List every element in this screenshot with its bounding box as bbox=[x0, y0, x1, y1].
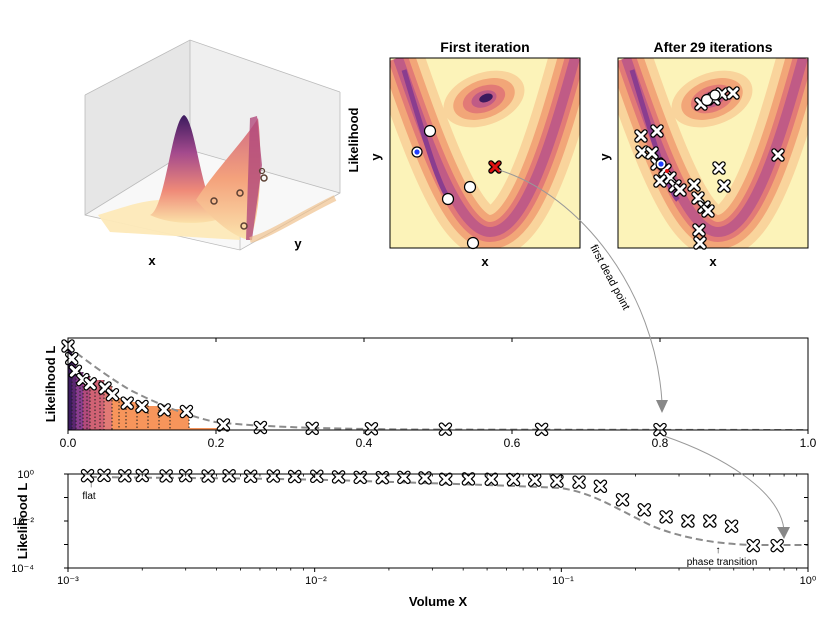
surface-3d-x-label: x bbox=[148, 253, 156, 268]
log-y-tick-label: 10⁻² bbox=[12, 516, 34, 528]
live-point bbox=[423, 124, 437, 138]
dead-point bbox=[538, 425, 546, 433]
surface-3d-right-wall bbox=[190, 40, 340, 193]
dead-point bbox=[619, 496, 627, 504]
log-y-tick-label: 10⁻⁴ bbox=[11, 563, 34, 575]
live-point bbox=[441, 192, 455, 206]
log-y-label: Likelihood L bbox=[15, 483, 30, 560]
dead-point bbox=[464, 475, 472, 483]
dead-point bbox=[121, 472, 129, 480]
dead-point bbox=[728, 522, 736, 530]
live-point bbox=[709, 89, 721, 101]
linear-y-label: Likelihood L bbox=[43, 346, 58, 423]
dead-point bbox=[487, 475, 495, 483]
dead-point bbox=[400, 473, 408, 481]
linear-x-tick-label: 0.2 bbox=[208, 436, 225, 450]
log-dashed-curve bbox=[89, 476, 808, 546]
dead-point bbox=[86, 380, 94, 388]
dead-point bbox=[706, 517, 714, 525]
dead-point bbox=[596, 482, 604, 490]
panel-after-y-label: y bbox=[597, 153, 612, 161]
dead-point bbox=[531, 476, 539, 484]
surface-3d-left-wall bbox=[85, 40, 190, 215]
log-x-tick-label: 10⁻¹ bbox=[552, 575, 574, 587]
log-x-tick-label: 10⁻³ bbox=[57, 575, 79, 587]
dead-point bbox=[225, 472, 233, 480]
dead-point bbox=[510, 476, 518, 484]
log-y-tick-label: 10⁰ bbox=[17, 469, 34, 481]
live-point bbox=[463, 180, 477, 194]
contour-panel-first-iteration: First iteration x y bbox=[368, 39, 581, 269]
log-axis-ticks bbox=[64, 473, 809, 572]
linear-x-ticks: 0.0 0.2 0.4 0.6 0.8 1.0 bbox=[60, 338, 817, 450]
panel-title-after: After 29 iterations bbox=[653, 39, 772, 55]
dead-point bbox=[662, 513, 670, 521]
dead-point bbox=[138, 402, 146, 410]
contour-panel-after-iterations: After 29 iterations bbox=[597, 39, 809, 269]
log-axes-frame bbox=[67, 473, 809, 569]
linear-x-tick-label: 0.8 bbox=[652, 436, 669, 450]
linear-likelihood-plot: 0.0 0.2 0.4 0.6 0.8 1.0 Likelihood L bbox=[43, 337, 817, 450]
dead-point bbox=[421, 474, 429, 482]
linear-x-tick-label: 0.0 bbox=[60, 436, 77, 450]
first-dead-point-marker bbox=[488, 160, 502, 174]
dead-point bbox=[100, 471, 108, 479]
dead-point bbox=[182, 408, 190, 416]
new-point-center bbox=[414, 149, 420, 155]
log-x-label: Volume X bbox=[409, 594, 468, 609]
dead-point bbox=[162, 472, 170, 480]
dead-point bbox=[204, 472, 212, 480]
dead-point bbox=[160, 406, 168, 414]
dead-point bbox=[219, 421, 227, 429]
current-point bbox=[665, 169, 669, 173]
dead-point bbox=[367, 425, 375, 433]
arrow-label-first-dead-point: first dead point bbox=[587, 243, 631, 312]
log-x-tick-label: 10⁻² bbox=[305, 575, 327, 587]
svg-text:↑: ↑ bbox=[716, 545, 721, 556]
dead-point bbox=[68, 355, 76, 363]
log-likelihood-plot: 10⁰ 10⁻² 10⁻⁴ 10⁻³ 10⁻² 10⁻¹ 10⁰ Volume … bbox=[11, 469, 817, 609]
dead-point bbox=[684, 517, 692, 525]
dead-point bbox=[123, 399, 131, 407]
dead-point bbox=[247, 472, 255, 480]
dead-point bbox=[378, 474, 386, 482]
dead-point bbox=[773, 542, 781, 550]
dead-point bbox=[356, 473, 364, 481]
live-point bbox=[466, 236, 480, 250]
svg-text:↑: ↑ bbox=[89, 479, 94, 490]
surface-3d-plot: x y Likelihood bbox=[84, 39, 361, 268]
panel-after-x-label: x bbox=[709, 254, 717, 269]
panel-first-x-label: x bbox=[481, 254, 489, 269]
dead-point bbox=[749, 542, 757, 550]
surface-3d-z-label: Likelihood bbox=[346, 107, 361, 172]
linear-x-tick-label: 1.0 bbox=[800, 436, 817, 450]
surface-3d-ridge bbox=[196, 118, 261, 240]
linear-dashed-curve bbox=[68, 346, 808, 430]
dead-point bbox=[308, 424, 316, 432]
dead-point bbox=[640, 506, 648, 514]
new-point-center bbox=[658, 161, 664, 167]
linear-x-tick-label: 0.4 bbox=[356, 436, 373, 450]
annotation-flat: flat bbox=[82, 491, 96, 502]
log-x-tick-label: 10⁰ bbox=[800, 575, 817, 587]
dead-point bbox=[553, 477, 561, 485]
annotation-phase-transition: phase transition bbox=[687, 557, 758, 568]
dead-point bbox=[442, 475, 450, 483]
dead-point bbox=[108, 391, 116, 399]
dead-point bbox=[313, 472, 321, 480]
linear-axes-frame bbox=[67, 337, 809, 431]
dead-point bbox=[575, 478, 583, 486]
dead-point bbox=[441, 425, 449, 433]
surface-3d-y-label: y bbox=[294, 236, 302, 251]
linear-x-tick-label: 0.6 bbox=[504, 436, 521, 450]
panel-title-first: First iteration bbox=[440, 39, 529, 55]
panel-first-y-label: y bbox=[368, 153, 383, 161]
